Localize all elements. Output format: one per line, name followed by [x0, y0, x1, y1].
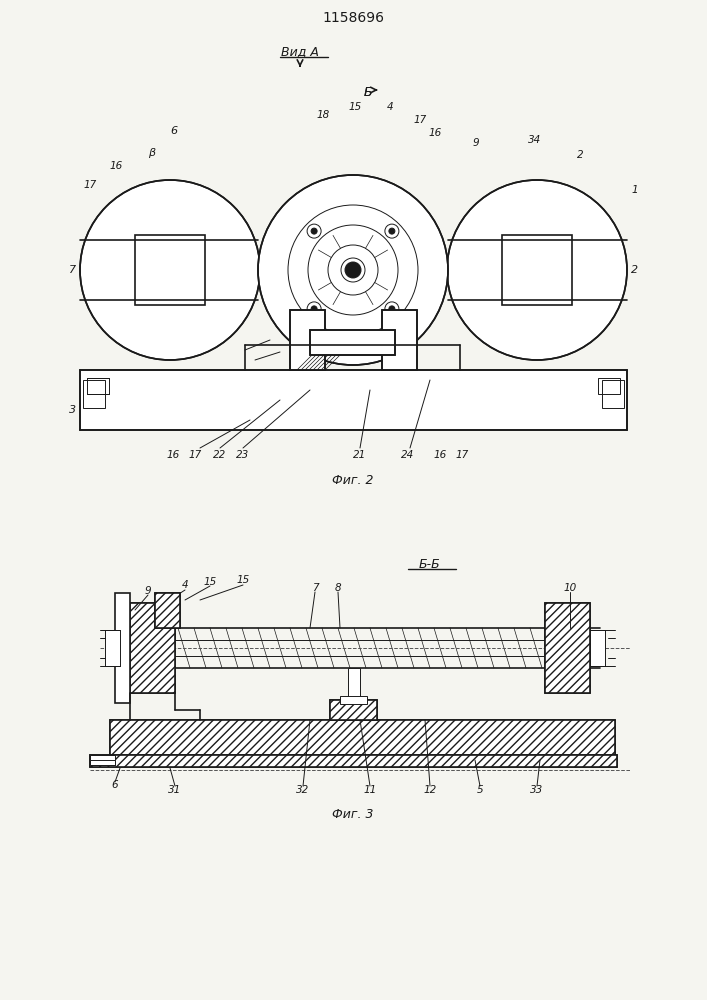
Text: 22: 22 [214, 450, 227, 460]
Circle shape [447, 180, 627, 360]
Bar [598, 378, 620, 394]
Text: 31: 31 [168, 785, 182, 795]
Text: 15: 15 [204, 577, 216, 587]
Bar [545, 603, 590, 693]
Bar [105, 630, 120, 666]
Text: 16: 16 [433, 450, 447, 460]
Text: 16: 16 [110, 161, 122, 171]
Bar [310, 330, 395, 355]
Text: 34: 34 [528, 135, 542, 145]
Bar [90, 760, 115, 765]
Text: 8: 8 [334, 583, 341, 593]
Circle shape [258, 175, 448, 365]
Text: 7: 7 [312, 583, 318, 593]
Bar [290, 310, 325, 370]
Bar [382, 310, 417, 370]
Text: 16: 16 [428, 128, 442, 138]
Text: Вид А: Вид А [281, 45, 319, 58]
Text: 3: 3 [69, 405, 76, 415]
Text: 17: 17 [455, 450, 469, 460]
Text: 5: 5 [477, 785, 484, 795]
Text: 4: 4 [387, 102, 393, 112]
Bar [348, 668, 360, 700]
Text: 18: 18 [316, 110, 329, 120]
Text: Б-Б: Б-Б [419, 558, 441, 572]
Text: β: β [148, 148, 156, 158]
Text: 2: 2 [631, 265, 638, 275]
Text: 4: 4 [182, 580, 188, 590]
Circle shape [311, 228, 317, 234]
Bar [382, 310, 417, 370]
Bar [602, 380, 624, 408]
Text: 1: 1 [631, 185, 638, 195]
Text: Б: Б [363, 87, 373, 100]
Circle shape [311, 306, 317, 312]
Polygon shape [90, 755, 617, 767]
Polygon shape [330, 700, 377, 720]
Text: 11: 11 [363, 785, 377, 795]
Circle shape [389, 228, 395, 234]
Text: 12: 12 [423, 785, 437, 795]
Text: 17: 17 [188, 450, 201, 460]
Text: 32: 32 [296, 785, 310, 795]
Bar [90, 755, 115, 765]
Circle shape [80, 180, 260, 360]
Bar [83, 380, 105, 408]
Bar [310, 330, 395, 355]
Text: 1158696: 1158696 [322, 11, 384, 25]
Bar [80, 370, 627, 430]
Circle shape [345, 262, 361, 278]
Text: 6: 6 [112, 780, 118, 790]
Text: 7: 7 [69, 265, 76, 275]
Bar [135, 235, 205, 305]
Text: 15: 15 [349, 102, 361, 112]
Text: 16: 16 [166, 450, 180, 460]
Bar [590, 630, 605, 666]
Text: 6: 6 [170, 126, 177, 136]
Bar [90, 755, 617, 767]
Text: 24: 24 [402, 450, 414, 460]
Text: 21: 21 [354, 450, 367, 460]
Bar [290, 310, 325, 370]
Bar [340, 696, 367, 704]
Text: 10: 10 [563, 583, 577, 593]
Bar [330, 700, 377, 720]
Bar [110, 720, 615, 760]
Bar [87, 378, 109, 394]
Text: 15: 15 [236, 575, 250, 585]
Text: 17: 17 [414, 115, 426, 125]
Text: 17: 17 [83, 180, 97, 190]
Circle shape [389, 306, 395, 312]
Text: 9: 9 [473, 138, 479, 148]
Text: Фиг. 2: Фиг. 2 [332, 474, 374, 487]
Bar [502, 235, 572, 305]
Text: 33: 33 [530, 785, 544, 795]
Text: Фиг. 3: Фиг. 3 [332, 808, 374, 822]
Text: Б: Б [363, 87, 373, 100]
Polygon shape [130, 603, 175, 693]
Polygon shape [155, 593, 180, 628]
Polygon shape [110, 720, 615, 760]
Bar [155, 593, 180, 628]
Text: 2: 2 [577, 150, 583, 160]
Bar [130, 603, 175, 693]
Text: 23: 23 [236, 450, 250, 460]
Text: 9: 9 [145, 586, 151, 596]
Polygon shape [545, 603, 590, 693]
Bar [115, 593, 130, 703]
